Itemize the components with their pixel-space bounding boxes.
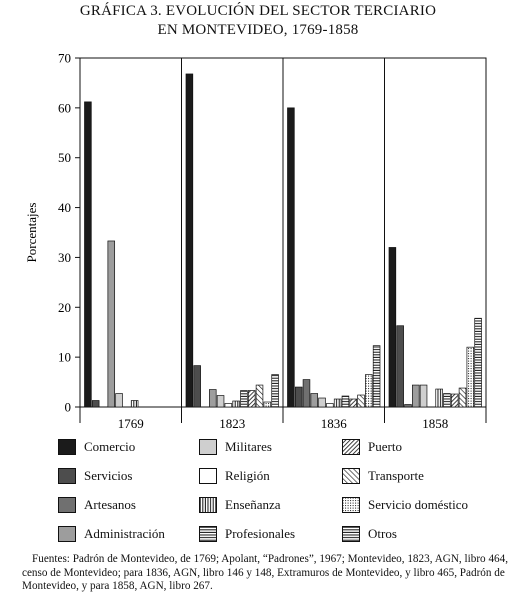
y-tick-label: 30: [58, 250, 71, 265]
bar-comercio-1823: [185, 73, 194, 408]
y-tick-label: 10: [58, 350, 71, 365]
bar-otros-1858: [474, 317, 482, 408]
legend-label: Religión: [225, 468, 270, 483]
legend-item-transporte: Transporte: [342, 468, 424, 484]
bar-puerto-1823: [247, 390, 256, 408]
legend-item-puerto: Puerto: [342, 439, 402, 455]
legend-item-servicios: Servicios: [58, 468, 132, 484]
legend-item-profesionales: Profesionales: [199, 526, 295, 542]
bar-profesionales-1858: [443, 393, 451, 408]
y-tick-label: 20: [58, 300, 71, 315]
x-category-label: 1858: [422, 416, 448, 431]
legend-item-administraci-n: Administración: [58, 526, 165, 542]
bar-transporte-1823: [255, 384, 264, 408]
legend-label: Comercio: [84, 439, 136, 454]
bar-militares-1823: [216, 395, 225, 408]
bar-profesionales-1823: [240, 390, 248, 408]
legend-item-religi-n: Religión: [199, 468, 270, 484]
bar-ense-anza-1836: [333, 398, 342, 408]
bar-servicios-1858: [396, 325, 404, 408]
legend-item-militares: Militares: [199, 439, 272, 455]
legend-label: Otros: [368, 526, 397, 541]
legend-item-ense-anza: Enseñanza: [199, 497, 281, 513]
y-tick-label: 50: [58, 150, 71, 165]
legend-swatch: [199, 468, 217, 484]
legend-item-comercio: Comercio: [58, 439, 135, 455]
legend-label: Servicios: [84, 468, 133, 483]
legend-swatch: [58, 468, 76, 484]
bar-religi-n-1836: [326, 403, 334, 408]
bar-servicio-dom-stico-1823: [263, 401, 272, 408]
bar-administraci-n-1823: [209, 389, 217, 408]
y-tick-label: 60: [58, 100, 71, 115]
bar-transporte-1858: [458, 387, 467, 408]
bar-puerto-1858: [450, 393, 459, 408]
legend-swatch: [342, 439, 360, 455]
legend-swatch: [342, 526, 360, 542]
chart-axes: [75, 57, 487, 423]
bar-comercio-1769: [84, 101, 92, 408]
bar-puerto-1836: [349, 398, 357, 408]
bar-militares-1858: [419, 384, 428, 408]
bar-religi-n-1823: [224, 403, 233, 408]
bar-otros-1836: [372, 345, 381, 408]
bar-artesanos-1858: [404, 404, 412, 408]
x-category-label: 1836: [321, 416, 348, 431]
chart-title-line-1: GRÁFICA 3. EVOLUCIÓN DEL SECTOR TERCIARI…: [79, 3, 437, 19]
bar-servicios-1823: [193, 365, 201, 408]
legend-swatch: [58, 526, 76, 542]
legend-label: Servicio doméstico: [368, 497, 469, 512]
legend-label: Enseñanza: [225, 497, 281, 512]
bar-servicios-1836: [294, 386, 303, 408]
bar-ense-anza-1823: [232, 400, 240, 408]
legend-item-otros: Otros: [342, 526, 397, 542]
chart-labels: 0 10 20 30 40 50 60 70 Porcentajes 1769 1823 1836 18…: [24, 51, 448, 432]
legend-swatch: [342, 497, 360, 513]
legend-swatch: [199, 497, 217, 513]
bar-otros-1823: [271, 374, 279, 408]
chart-bars: [84, 73, 482, 408]
y-tick-label: 40: [58, 200, 71, 215]
legend-swatch: [58, 497, 76, 513]
legend-item-artesanos: Artesanos: [58, 497, 136, 513]
bar-militares-1769: [115, 393, 123, 408]
bar-administraci-n-1836: [310, 393, 319, 408]
x-category-label: 1769: [118, 416, 144, 431]
legend-swatch: [342, 468, 360, 484]
legend-label: Profesionales: [225, 526, 296, 541]
legend-swatch: [199, 526, 217, 542]
bar-servicio-dom-stico-1836: [365, 374, 373, 408]
bar-comercio-1858: [388, 247, 397, 408]
bar-servicio-dom-stico-1858: [466, 346, 475, 408]
y-axis-title: Porcentajes: [24, 203, 39, 263]
legend-label: Militares: [225, 439, 272, 454]
bar-comercio-1836: [287, 107, 295, 408]
x-category-label: 1823: [219, 416, 245, 431]
y-tick-label: 70: [58, 51, 71, 66]
bar-militares-1836: [318, 397, 326, 408]
bar-ense-anza-1858: [435, 388, 443, 408]
source-note: Fuentes: Padrón de Montevideo, de 1769; …: [22, 553, 509, 592]
legend-swatch: [58, 439, 76, 455]
bar-servicios-1769: [91, 400, 100, 408]
legend-label: Transporte: [368, 468, 424, 483]
legend-item-servicio-dom-stico: Servicio doméstico: [342, 497, 468, 513]
bar-ense-anza-1769: [130, 400, 139, 408]
legend-label: Administración: [84, 526, 165, 541]
legend-label: Puerto: [368, 439, 402, 454]
legend-swatch: [199, 439, 217, 455]
legend-label: Artesanos: [84, 497, 136, 512]
bar-artesanos-1836: [302, 379, 311, 408]
y-tick-label: 0: [65, 400, 72, 415]
chart-title-line-2: EN MONTEVIDEO, 1769-1858: [157, 22, 359, 38]
chart-area: 0 10 20 30 40 50 60 70 Porcentajes 1769 1823 1836 18…: [24, 51, 487, 432]
bar-transporte-1836: [357, 394, 365, 408]
bar-administraci-n-1858: [412, 384, 420, 408]
bar-profesionales-1836: [341, 395, 350, 408]
bar-administraci-n-1769: [107, 240, 116, 408]
